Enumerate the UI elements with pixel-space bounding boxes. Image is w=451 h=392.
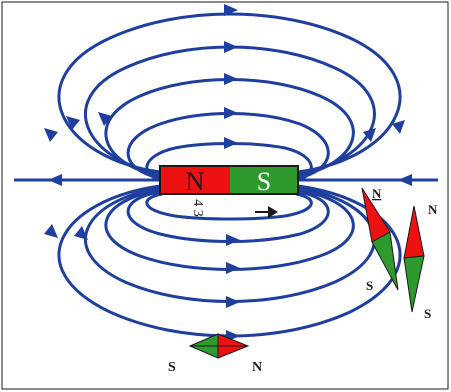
axis-annotation: 4 3 xyxy=(190,199,205,217)
compass-right-a-south-half xyxy=(371,231,399,291)
arrow-left-5 xyxy=(74,226,88,240)
compass-bottom-south-label: S xyxy=(168,360,176,375)
compass-right-a-south-label: S xyxy=(366,278,373,293)
magnet-north-label: N xyxy=(186,167,205,196)
field-axis-arrow-left xyxy=(48,174,62,186)
field-axis xyxy=(14,174,438,186)
arrow-bottom-3 xyxy=(226,262,240,274)
field-direction-arrows xyxy=(44,4,405,342)
inner-direction-arrowhead xyxy=(268,206,278,218)
arrow-left-2 xyxy=(66,116,80,130)
compass-right-a-north-label: N xyxy=(372,186,382,201)
arrow-right-2 xyxy=(363,128,376,142)
inner-marker: 4 3 xyxy=(190,199,278,218)
arrow-top-3 xyxy=(224,73,238,85)
compass-right-b-south-half xyxy=(403,255,425,313)
arrow-top-4 xyxy=(224,107,238,119)
arrow-top-2 xyxy=(224,41,238,53)
field-line-bottom-5 xyxy=(145,192,313,221)
field-axis-arrow-right xyxy=(398,174,412,186)
bar-magnet: N S xyxy=(159,165,299,196)
arrow-left-1 xyxy=(44,128,58,142)
arrow-bottom-4 xyxy=(226,234,240,246)
compass-right-a: N S xyxy=(361,186,399,293)
magnet-south-pole xyxy=(230,166,298,194)
arrow-right-1 xyxy=(392,120,405,134)
magnet-south-label: S xyxy=(257,167,271,196)
compass-bottom: S N xyxy=(168,333,262,375)
field-line-top-1 xyxy=(57,12,402,174)
arrow-bottom-2 xyxy=(226,296,240,308)
arrow-left-4 xyxy=(44,224,58,238)
compass-right-b-north-label: N xyxy=(428,202,438,217)
magnet-north-pole xyxy=(160,166,230,194)
compass-right-b: N S xyxy=(403,202,438,321)
arrow-left-3 xyxy=(98,112,112,126)
magnet-outline xyxy=(159,165,299,195)
arrow-top-5 xyxy=(224,137,238,149)
compass-bottom-north-label: N xyxy=(252,360,262,375)
compass-right-b-south-label: S xyxy=(424,306,431,321)
arrow-top-1 xyxy=(224,4,238,16)
